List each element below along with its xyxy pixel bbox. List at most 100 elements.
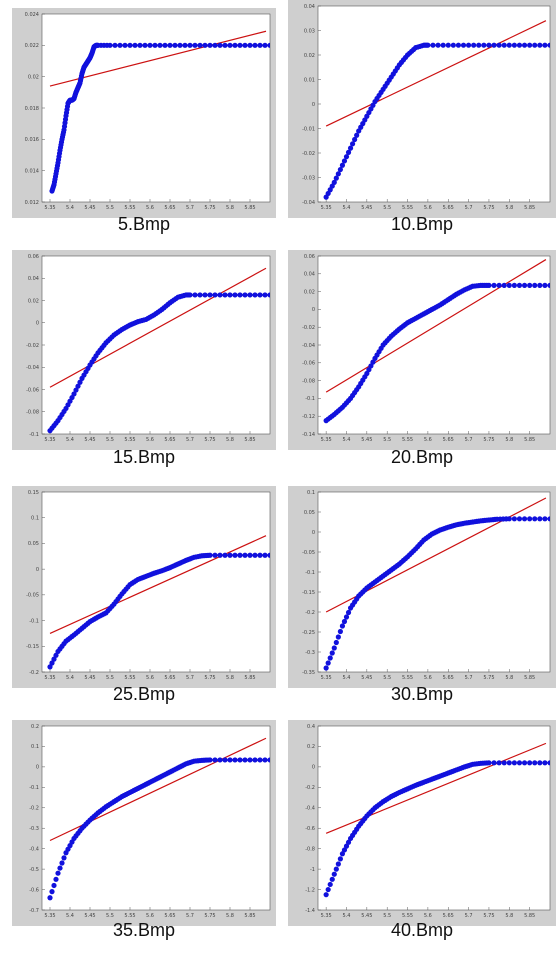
x-tick-label: 5.4 [343, 913, 351, 919]
y-tick-label: -1.2 [305, 887, 315, 893]
data-point [262, 757, 267, 762]
chart-panel: -0.1 -0.08 -0.06 -0.04 -0.02 0 0.02 0.04 0.06 5.3… [12, 250, 276, 450]
x-tick-label: 5.55 [402, 913, 413, 919]
data-point [222, 553, 227, 558]
y-tick-label: -0.08 [26, 410, 39, 416]
data-point [461, 43, 466, 48]
chart-svg: -0.14 -0.12 -0.1 -0.08 -0.06 -0.04 -0.02 0 0.02 0… [288, 250, 556, 450]
x-tick-label: 5.85 [244, 913, 255, 919]
x-tick-label: 5.6 [424, 205, 432, 211]
y-tick-label: -0.2 [305, 785, 315, 791]
data-point [456, 43, 461, 48]
data-point [207, 757, 212, 762]
y-tick-label: -0.05 [302, 550, 315, 556]
x-tick-label: 5.85 [524, 205, 535, 211]
x-tick-label: 5.85 [524, 437, 535, 443]
x-tick-label: 5.45 [84, 205, 95, 211]
y-tick-label: -0.05 [26, 593, 39, 599]
data-point [57, 865, 62, 870]
x-tick-label: 5.35 [321, 675, 332, 681]
x-tick-label: 5.65 [164, 437, 175, 443]
data-point [512, 516, 517, 521]
data-point [257, 292, 262, 297]
data-point [212, 292, 217, 297]
data-point [502, 760, 507, 765]
y-tick-label: -0.04 [26, 365, 39, 371]
data-point [112, 43, 117, 48]
x-tick-label: 5.4 [66, 913, 74, 919]
x-tick-label: 5.6 [146, 913, 154, 919]
data-point [212, 757, 217, 762]
data-point [207, 43, 212, 48]
data-point [542, 43, 547, 48]
x-tick-label: 5.75 [483, 205, 494, 211]
y-tick-label: 0.2 [307, 744, 315, 750]
y-tick-label: -0.4 [305, 806, 315, 812]
y-tick-label: -0.04 [302, 200, 315, 206]
chart-svg: -0.35 -0.3 -0.25 -0.2 -0.15 -0.1 -0.05 0 0.05 0.1… [288, 486, 556, 688]
y-tick-label: -0.02 [302, 325, 315, 331]
x-tick-label: 5.55 [402, 205, 413, 211]
data-point [486, 283, 491, 288]
data-point [252, 292, 257, 297]
data-point [512, 43, 517, 48]
data-point [262, 553, 267, 558]
y-tick-label: -0.08 [302, 378, 315, 384]
x-tick-label: 5.85 [524, 675, 535, 681]
data-point [152, 43, 157, 48]
x-tick-label: 5.6 [424, 675, 432, 681]
y-tick-label: 0.02 [28, 74, 39, 80]
y-tick-label: -0.35 [302, 670, 315, 676]
data-point [217, 43, 222, 48]
y-tick-label: -0.8 [305, 846, 315, 852]
data-point [522, 516, 527, 521]
x-tick-label: 5.35 [44, 437, 55, 443]
y-tick-label: -0.6 [305, 826, 315, 832]
data-point [147, 43, 152, 48]
plot-area [42, 256, 270, 434]
data-point [466, 43, 471, 48]
x-tick-label: 5.6 [424, 913, 432, 919]
data-point [330, 877, 335, 882]
y-tick-label: -0.1 [29, 432, 39, 438]
plot-area [42, 14, 270, 202]
y-tick-label: 0 [312, 102, 315, 108]
y-tick-label: -0.3 [305, 650, 315, 656]
data-point [517, 43, 522, 48]
data-point [532, 283, 537, 288]
x-tick-label: 5.7 [465, 437, 473, 443]
data-point [344, 614, 349, 619]
data-point [497, 43, 502, 48]
data-point [242, 43, 247, 48]
data-point [222, 292, 227, 297]
data-point [334, 640, 339, 645]
data-point [197, 292, 202, 297]
y-tick-label: 0.01 [304, 77, 315, 83]
data-point [242, 553, 247, 558]
data-point [338, 629, 343, 634]
y-tick-label: -0.06 [302, 361, 315, 367]
data-point [342, 619, 347, 624]
data-point [47, 895, 52, 900]
data-point [127, 43, 132, 48]
data-point [227, 292, 232, 297]
data-point [252, 553, 257, 558]
x-tick-label: 5.7 [465, 913, 473, 919]
data-point [425, 43, 430, 48]
x-tick-label: 5.35 [44, 913, 55, 919]
y-tick-label: 0 [36, 765, 39, 771]
data-point [507, 760, 512, 765]
x-tick-label: 5.55 [124, 437, 135, 443]
x-tick-label: 5.8 [226, 675, 234, 681]
y-tick-label: -0.14 [302, 432, 315, 438]
y-tick-label: 0.012 [25, 200, 39, 206]
data-point [522, 283, 527, 288]
y-tick-label: -0.25 [302, 630, 315, 636]
x-tick-label: 5.45 [84, 913, 95, 919]
x-tick-label: 5.7 [465, 675, 473, 681]
x-tick-label: 5.65 [443, 205, 454, 211]
data-point [202, 292, 207, 297]
data-point [187, 292, 192, 297]
chart-svg: -0.7-0.6-0.5-0.4-0.3-0.2-0.100.10.25.35 5… [12, 720, 276, 926]
chart-panel: -0.35 -0.3 -0.25 -0.2 -0.15 -0.1 -0.05 0 0.05 0.1… [288, 486, 556, 688]
